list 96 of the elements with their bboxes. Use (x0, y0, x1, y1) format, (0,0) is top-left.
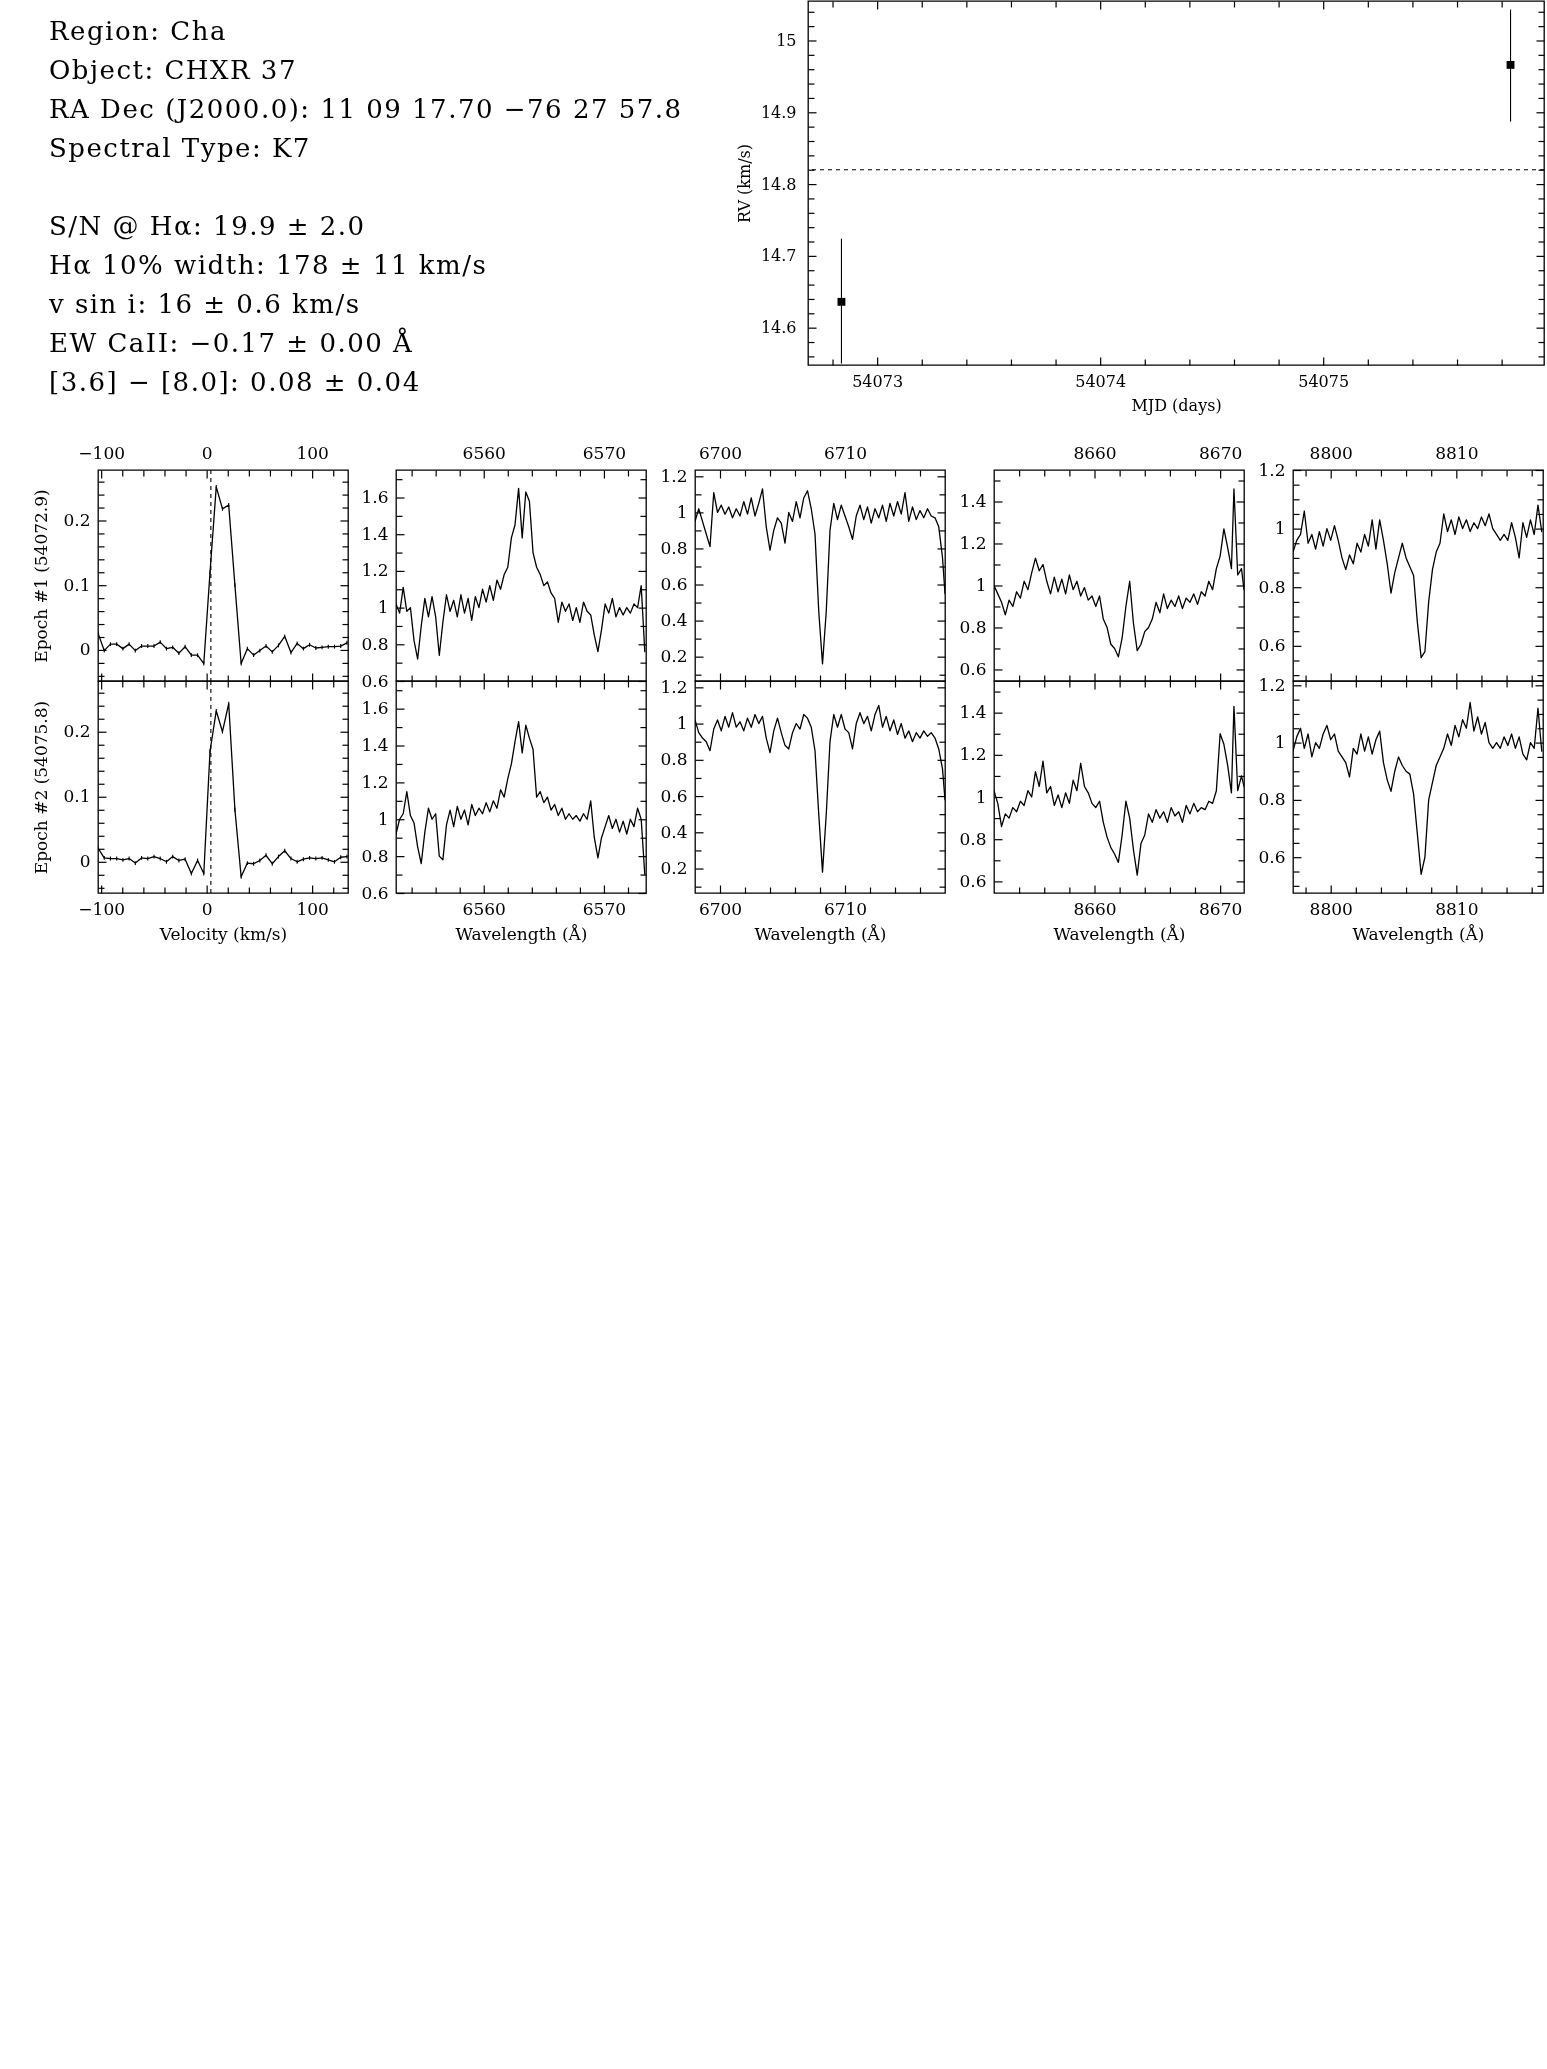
x-tick-label: 6700 (698, 898, 743, 919)
y-tick-label: 0.6 (361, 670, 389, 691)
x-tick-label: 8670 (1199, 898, 1243, 919)
y-tick-label: 0.4 (660, 610, 688, 631)
text: Hα 10% width: 178 ± 11 km/s (49, 249, 488, 282)
x2-tick-label: 8810 (1435, 442, 1479, 463)
y-tick-label: 0.8 (361, 633, 389, 654)
y-tick-label: 1 (676, 501, 688, 522)
x-tick-label: 6570 (582, 898, 627, 919)
text: Spectral Type: K7 (49, 132, 311, 165)
y-tick-label: 0.8 (361, 845, 389, 866)
x-axis-title: Wavelength (Å) (455, 923, 588, 944)
y-tick-label: 0.8 (959, 616, 987, 637)
y-tick-label: 1.2 (959, 532, 987, 553)
x2-tick-label: 8670 (1199, 442, 1243, 463)
y-tick-label: 0.4 (660, 821, 688, 842)
x-tick-label: 8800 (1309, 898, 1353, 919)
y-tick-label: 0.2 (63, 721, 91, 742)
x-tick-label: 54073 (852, 371, 904, 391)
y-tick-label: 1 (1274, 518, 1286, 539)
y-tick-label: 1 (1274, 732, 1286, 753)
y-tick-label: 14.9 (760, 102, 797, 122)
x-tick-label: 54074 (1075, 371, 1127, 391)
x2-tick-label: 0 (201, 442, 213, 463)
y-tick-label: 0.2 (63, 509, 91, 530)
text: Object: CHXR 37 (49, 54, 297, 87)
text: [3.6] − [8.0]: 0.08 ± 0.04 (49, 366, 421, 399)
x-axis-title: Velocity (km/s) (158, 923, 288, 944)
y-tick-label: 1.2 (660, 676, 688, 697)
y-tick-label: 1 (975, 786, 987, 807)
x-tick-label: 54075 (1298, 371, 1350, 391)
x-axis-title: MJD (days) (1131, 395, 1222, 415)
x-tick-label: 6560 (462, 898, 506, 919)
y-axis-title: Epoch #1 (54072.9) (31, 489, 52, 663)
x-tick-label: 6710 (823, 898, 868, 919)
y-tick-label: 1.2 (1258, 674, 1286, 695)
x-tick-label: 8660 (1073, 898, 1117, 919)
y-tick-label: 1.2 (361, 771, 389, 792)
x-axis-title: Wavelength (Å) (1053, 923, 1186, 944)
text: v sin i: 16 ± 0.6 km/s (49, 288, 361, 321)
y-tick-label: 0.8 (660, 749, 688, 770)
y-tick-label: 1.2 (361, 560, 389, 581)
y-tick-label: 0.6 (959, 870, 987, 891)
x2-tick-label: 100 (296, 442, 329, 463)
y-tick-label: 1.4 (959, 702, 987, 723)
x-axis-title: Wavelength (Å) (1352, 923, 1485, 944)
x2-tick-label: 8800 (1309, 442, 1353, 463)
y-tick-label: 0.1 (63, 786, 91, 807)
x-axis-title: Wavelength (Å) (754, 923, 887, 944)
y-tick-label: 1 (377, 808, 389, 829)
y-tick-label: 0.8 (959, 828, 987, 849)
x2-tick-label: 6700 (698, 442, 743, 463)
y-tick-label: 1.4 (959, 490, 987, 511)
y-tick-label: 0.8 (660, 537, 688, 558)
y-tick-label: 0.6 (959, 658, 987, 679)
y-tick-label: 1.2 (959, 744, 987, 765)
y-tick-label: 0.8 (1258, 576, 1286, 597)
x2-tick-label: 6570 (582, 442, 627, 463)
y-tick-label: 0.1 (63, 574, 91, 595)
text: Region: Cha (49, 15, 227, 48)
y-tick-label: 0.6 (660, 574, 688, 595)
x2-tick-label: 6710 (823, 442, 868, 463)
x-tick-label: −100 (78, 898, 126, 919)
y-axis-title: RV (km/s) (734, 143, 754, 224)
y-tick-label: 14.8 (760, 174, 797, 194)
y-tick-label: 0 (79, 639, 91, 660)
y-tick-label: 15 (776, 30, 797, 50)
text: RA Dec (J2000.0): 11 09 17.70 −76 27 57.8 (49, 93, 683, 126)
y-axis-title: Epoch #2 (54075.8) (31, 700, 52, 875)
y-tick-label: 14.6 (760, 318, 797, 338)
x-tick-label: 8810 (1435, 898, 1479, 919)
y-tick-label: 0.6 (660, 785, 688, 806)
y-tick-label: 1.2 (1258, 459, 1286, 480)
x2-tick-label: 8660 (1073, 442, 1117, 463)
y-tick-label: 1.4 (361, 523, 389, 544)
y-tick-label: 14.7 (760, 246, 797, 266)
y-tick-label: 0.8 (1258, 789, 1286, 810)
y-tick-label: 0.6 (1258, 635, 1286, 656)
y-tick-label: 1 (676, 713, 688, 734)
y-tick-label: 0.6 (1258, 846, 1286, 867)
y-tick-label: 1 (377, 597, 389, 618)
x-tick-label: 100 (296, 898, 329, 919)
x-tick-label: 0 (201, 898, 213, 919)
y-tick-label: 1 (975, 574, 987, 595)
y-tick-label: 0 (79, 851, 91, 872)
text: EW CaII: −0.17 ± 0.00 Å (49, 326, 414, 360)
x2-tick-label: 6560 (462, 442, 506, 463)
text: S/N @ Hα: 19.9 ± 2.0 (49, 210, 366, 243)
y-tick-label: 1.6 (361, 698, 389, 719)
y-tick-label: 0.2 (660, 646, 688, 667)
y-tick-label: 0.6 (361, 882, 389, 903)
y-tick-label: 1.6 (361, 487, 389, 508)
y-tick-label: 0.2 (660, 858, 688, 879)
y-tick-label: 1.4 (361, 735, 389, 756)
y-tick-label: 1.2 (660, 465, 688, 486)
x2-tick-label: −100 (78, 442, 126, 463)
